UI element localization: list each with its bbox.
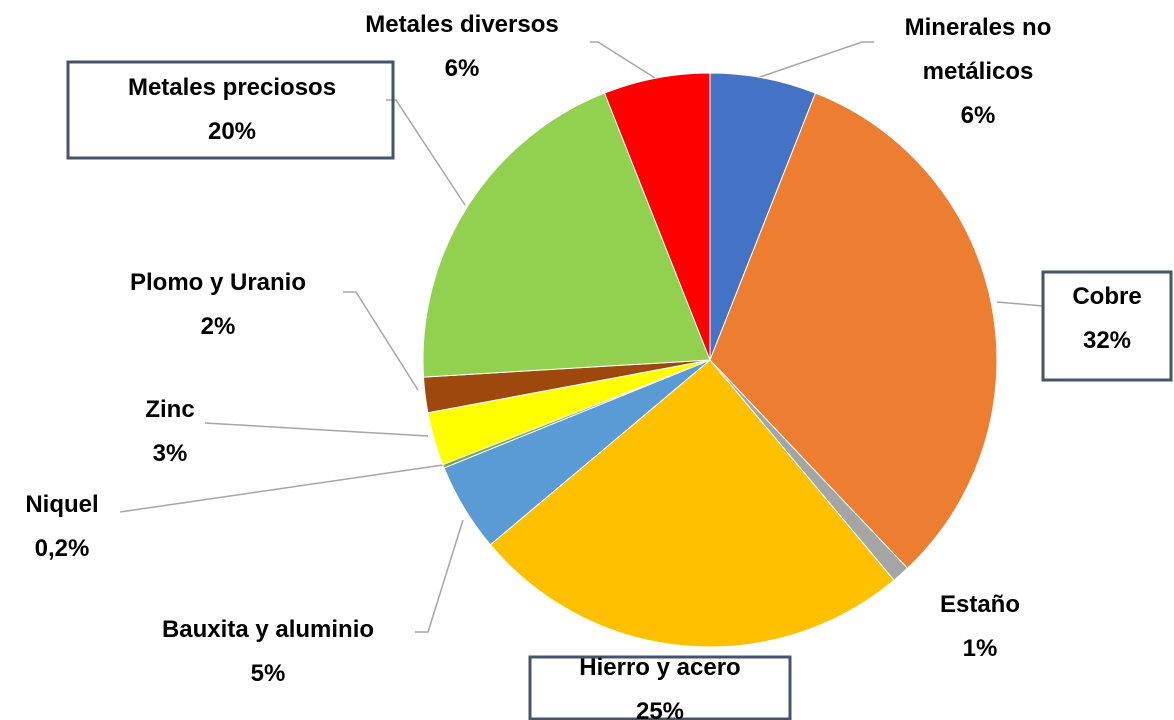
- label-name: Bauxita y aluminio: [161, 616, 375, 643]
- label-value: 20%: [207, 118, 257, 145]
- label-value: 6%: [960, 102, 996, 129]
- leader-line: [590, 41, 656, 79]
- label-value: 25%: [635, 698, 685, 720]
- leader-lines: [119, 41, 1044, 633]
- label-value: 1%: [962, 635, 998, 662]
- label-box: [1041, 270, 1173, 382]
- data-label: Metales preciosos 20%: [77, 66, 387, 154]
- label-name: Niquel: [25, 491, 99, 518]
- label-box: [528, 655, 792, 720]
- data-label: Metales diversos 6%: [312, 3, 612, 91]
- data-label: Bauxita y aluminio 5%: [118, 608, 418, 696]
- label-value: 0,2%: [34, 535, 90, 562]
- pie-slice: [603, 72, 711, 361]
- label-name: Hierro y acero: [579, 654, 741, 681]
- leader-line: [415, 519, 464, 633]
- label-value: 2%: [200, 313, 236, 340]
- leader-line: [119, 464, 444, 513]
- pie-slice: [422, 92, 711, 378]
- label-name: Minerales no metálicos: [904, 14, 1052, 85]
- data-label: Hierro y acero 25%: [530, 646, 790, 720]
- label-name: Metales preciosos: [127, 74, 337, 101]
- label-value: 3%: [152, 440, 188, 467]
- leader-line: [996, 301, 1044, 307]
- data-label: Cobre 32%: [1047, 275, 1167, 363]
- slices: [422, 72, 998, 648]
- data-label: Minerales no metálicos 6%: [858, 6, 1098, 138]
- label-boxes: [66, 60, 1173, 720]
- label-name: Metales diversos: [365, 11, 559, 38]
- label-value: 5%: [250, 660, 286, 687]
- label-name: Zinc: [145, 396, 195, 423]
- pie-slice: [489, 359, 895, 648]
- label-name: Estaño: [939, 591, 1020, 618]
- label-value: 32%: [1082, 327, 1132, 354]
- label-box: [66, 60, 395, 160]
- pie-slice: [709, 92, 998, 569]
- label-value: 6%: [444, 55, 480, 82]
- label-name: Cobre: [1072, 283, 1142, 310]
- leader-line: [756, 41, 874, 79]
- data-label: Plomo y Uranio 2%: [68, 261, 368, 349]
- data-label: Niquel 0,2%: [2, 483, 122, 571]
- data-label: Estaño 1%: [920, 583, 1040, 671]
- label-name: Plomo y Uranio: [129, 269, 307, 296]
- leader-line: [343, 291, 419, 391]
- leader-line: [204, 422, 429, 437]
- leader-line: [386, 99, 466, 206]
- data-label: Zinc 3%: [110, 388, 230, 476]
